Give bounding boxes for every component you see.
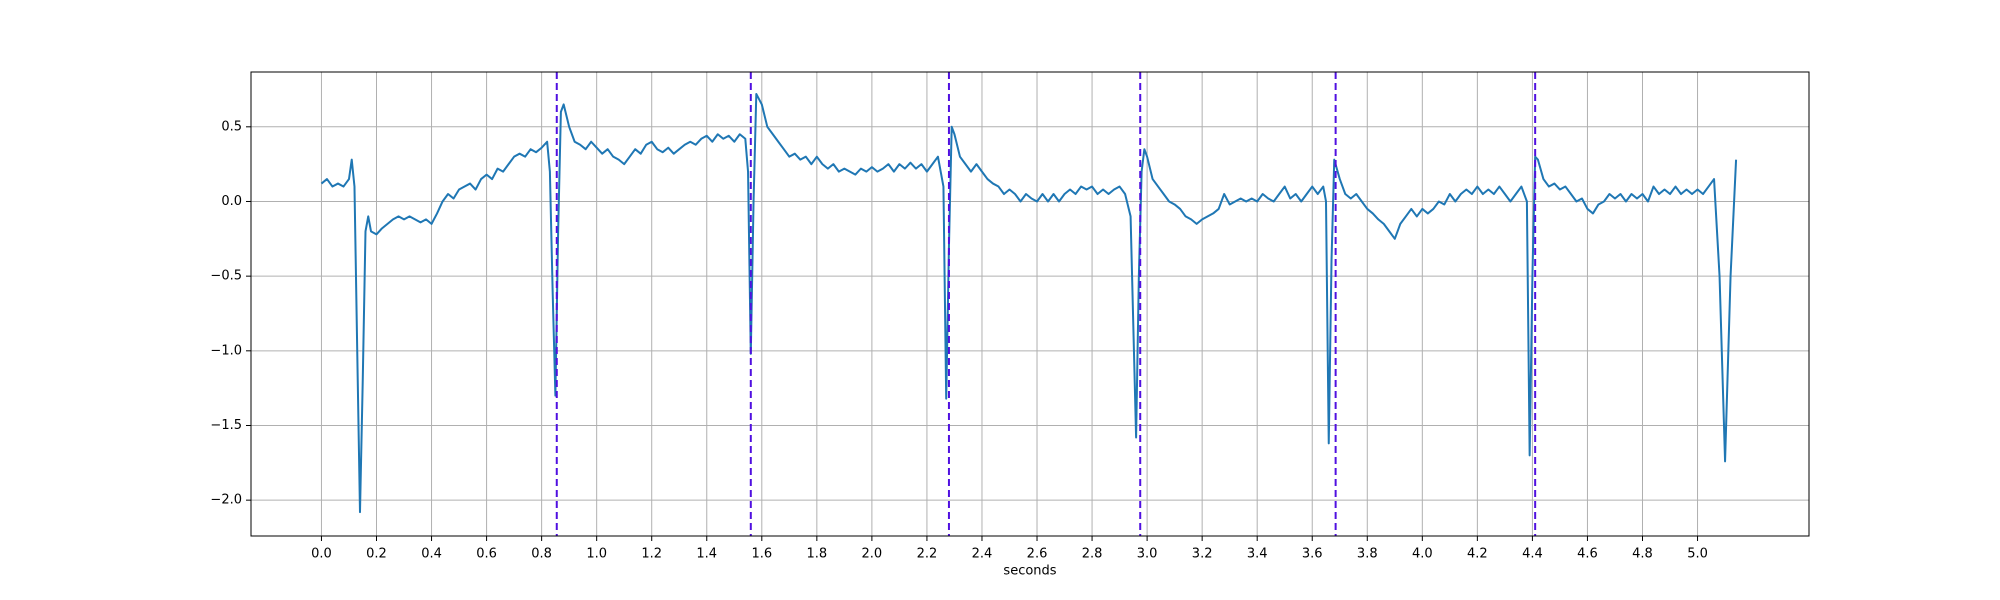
x-axis-label: seconds (1003, 564, 1056, 579)
y-tick-label: −1.0 (210, 343, 242, 358)
x-tick-label: 3.6 (1302, 547, 1323, 562)
plot-frame (250, 71, 1810, 537)
y-tick-label: 0.0 (221, 194, 242, 209)
y-tick-label: −2.0 (210, 493, 242, 508)
x-tick-label: 0.6 (476, 547, 497, 562)
x-tick-label: 3.4 (1247, 547, 1268, 562)
x-tick-label: 5.0 (1687, 547, 1708, 562)
x-tick-label: 3.2 (1192, 547, 1213, 562)
y-tick-label: 0.5 (221, 119, 242, 134)
y-tick-label: −0.5 (210, 269, 242, 284)
x-tick-label: 4.4 (1522, 547, 1543, 562)
x-tick-label: 1.6 (751, 547, 772, 562)
x-tick-label: 0.8 (531, 547, 552, 562)
x-tick-label: 4.8 (1632, 547, 1653, 562)
x-tick-label: 4.2 (1467, 547, 1488, 562)
x-tick-label: 4.0 (1412, 547, 1433, 562)
x-tick-label: 2.2 (917, 547, 938, 562)
x-tick-label: 0.0 (311, 547, 332, 562)
x-tick-label: 3.8 (1357, 547, 1378, 562)
x-tick-label: 1.0 (586, 547, 607, 562)
x-tick-label: 2.0 (862, 547, 883, 562)
x-tick-label: 2.6 (1027, 547, 1048, 562)
x-tick-label: 3.0 (1137, 547, 1158, 562)
x-tick-label: 2.8 (1082, 547, 1103, 562)
signal-line (320, 92, 1738, 514)
x-tick-label: 0.2 (366, 547, 387, 562)
x-tick-label: 0.4 (421, 547, 442, 562)
x-tick-label: 2.4 (972, 547, 993, 562)
x-tick-label: 4.6 (1577, 547, 1598, 562)
x-tick-label: 1.2 (641, 547, 662, 562)
x-tick-label: 1.4 (696, 547, 717, 562)
x-tick-label: 1.8 (807, 547, 828, 562)
y-tick-label: −1.5 (210, 418, 242, 433)
